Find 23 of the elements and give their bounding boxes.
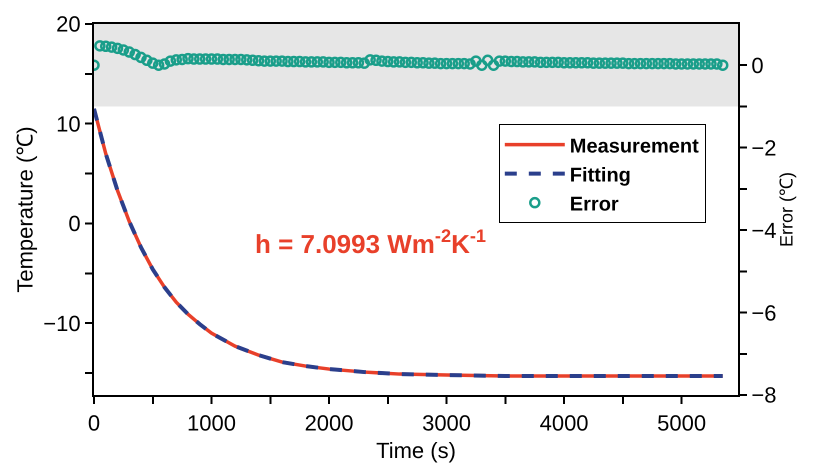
y2-axis-title: Error (℃) bbox=[776, 172, 796, 247]
y-tick-label: 0 bbox=[68, 211, 81, 236]
legend-label: Fitting bbox=[570, 164, 631, 186]
x-axis-title: Time (s) bbox=[376, 438, 456, 463]
x-tick-label: 2000 bbox=[304, 410, 354, 436]
y2-tick-label: −8 bbox=[751, 382, 776, 408]
y2-tick-label: −2 bbox=[751, 135, 776, 160]
y-tick-label: 20 bbox=[56, 12, 81, 37]
y-tick-label: −10 bbox=[43, 310, 81, 336]
x-tick-label: 1000 bbox=[187, 410, 236, 436]
line-series bbox=[94, 107, 724, 378]
y-tick-label: 10 bbox=[56, 111, 81, 136]
annotation: h = 7.0993 Wm$^{-2}$K$^{-1}$ bbox=[255, 226, 486, 259]
y2-tick-label: 0 bbox=[751, 52, 764, 78]
y2-tick-label: −4 bbox=[751, 218, 776, 243]
legend-label: Error bbox=[570, 193, 619, 216]
x-tick-label: 3000 bbox=[422, 410, 472, 436]
x-tick-label: 4000 bbox=[540, 410, 589, 436]
legend-label: Measurement bbox=[570, 135, 700, 158]
x-tick-label: 0 bbox=[88, 410, 100, 436]
y-axis-title: Temperature (℃) bbox=[12, 126, 38, 293]
x-tick-label: 5000 bbox=[657, 410, 706, 436]
y2-tick-label: −6 bbox=[751, 300, 776, 326]
